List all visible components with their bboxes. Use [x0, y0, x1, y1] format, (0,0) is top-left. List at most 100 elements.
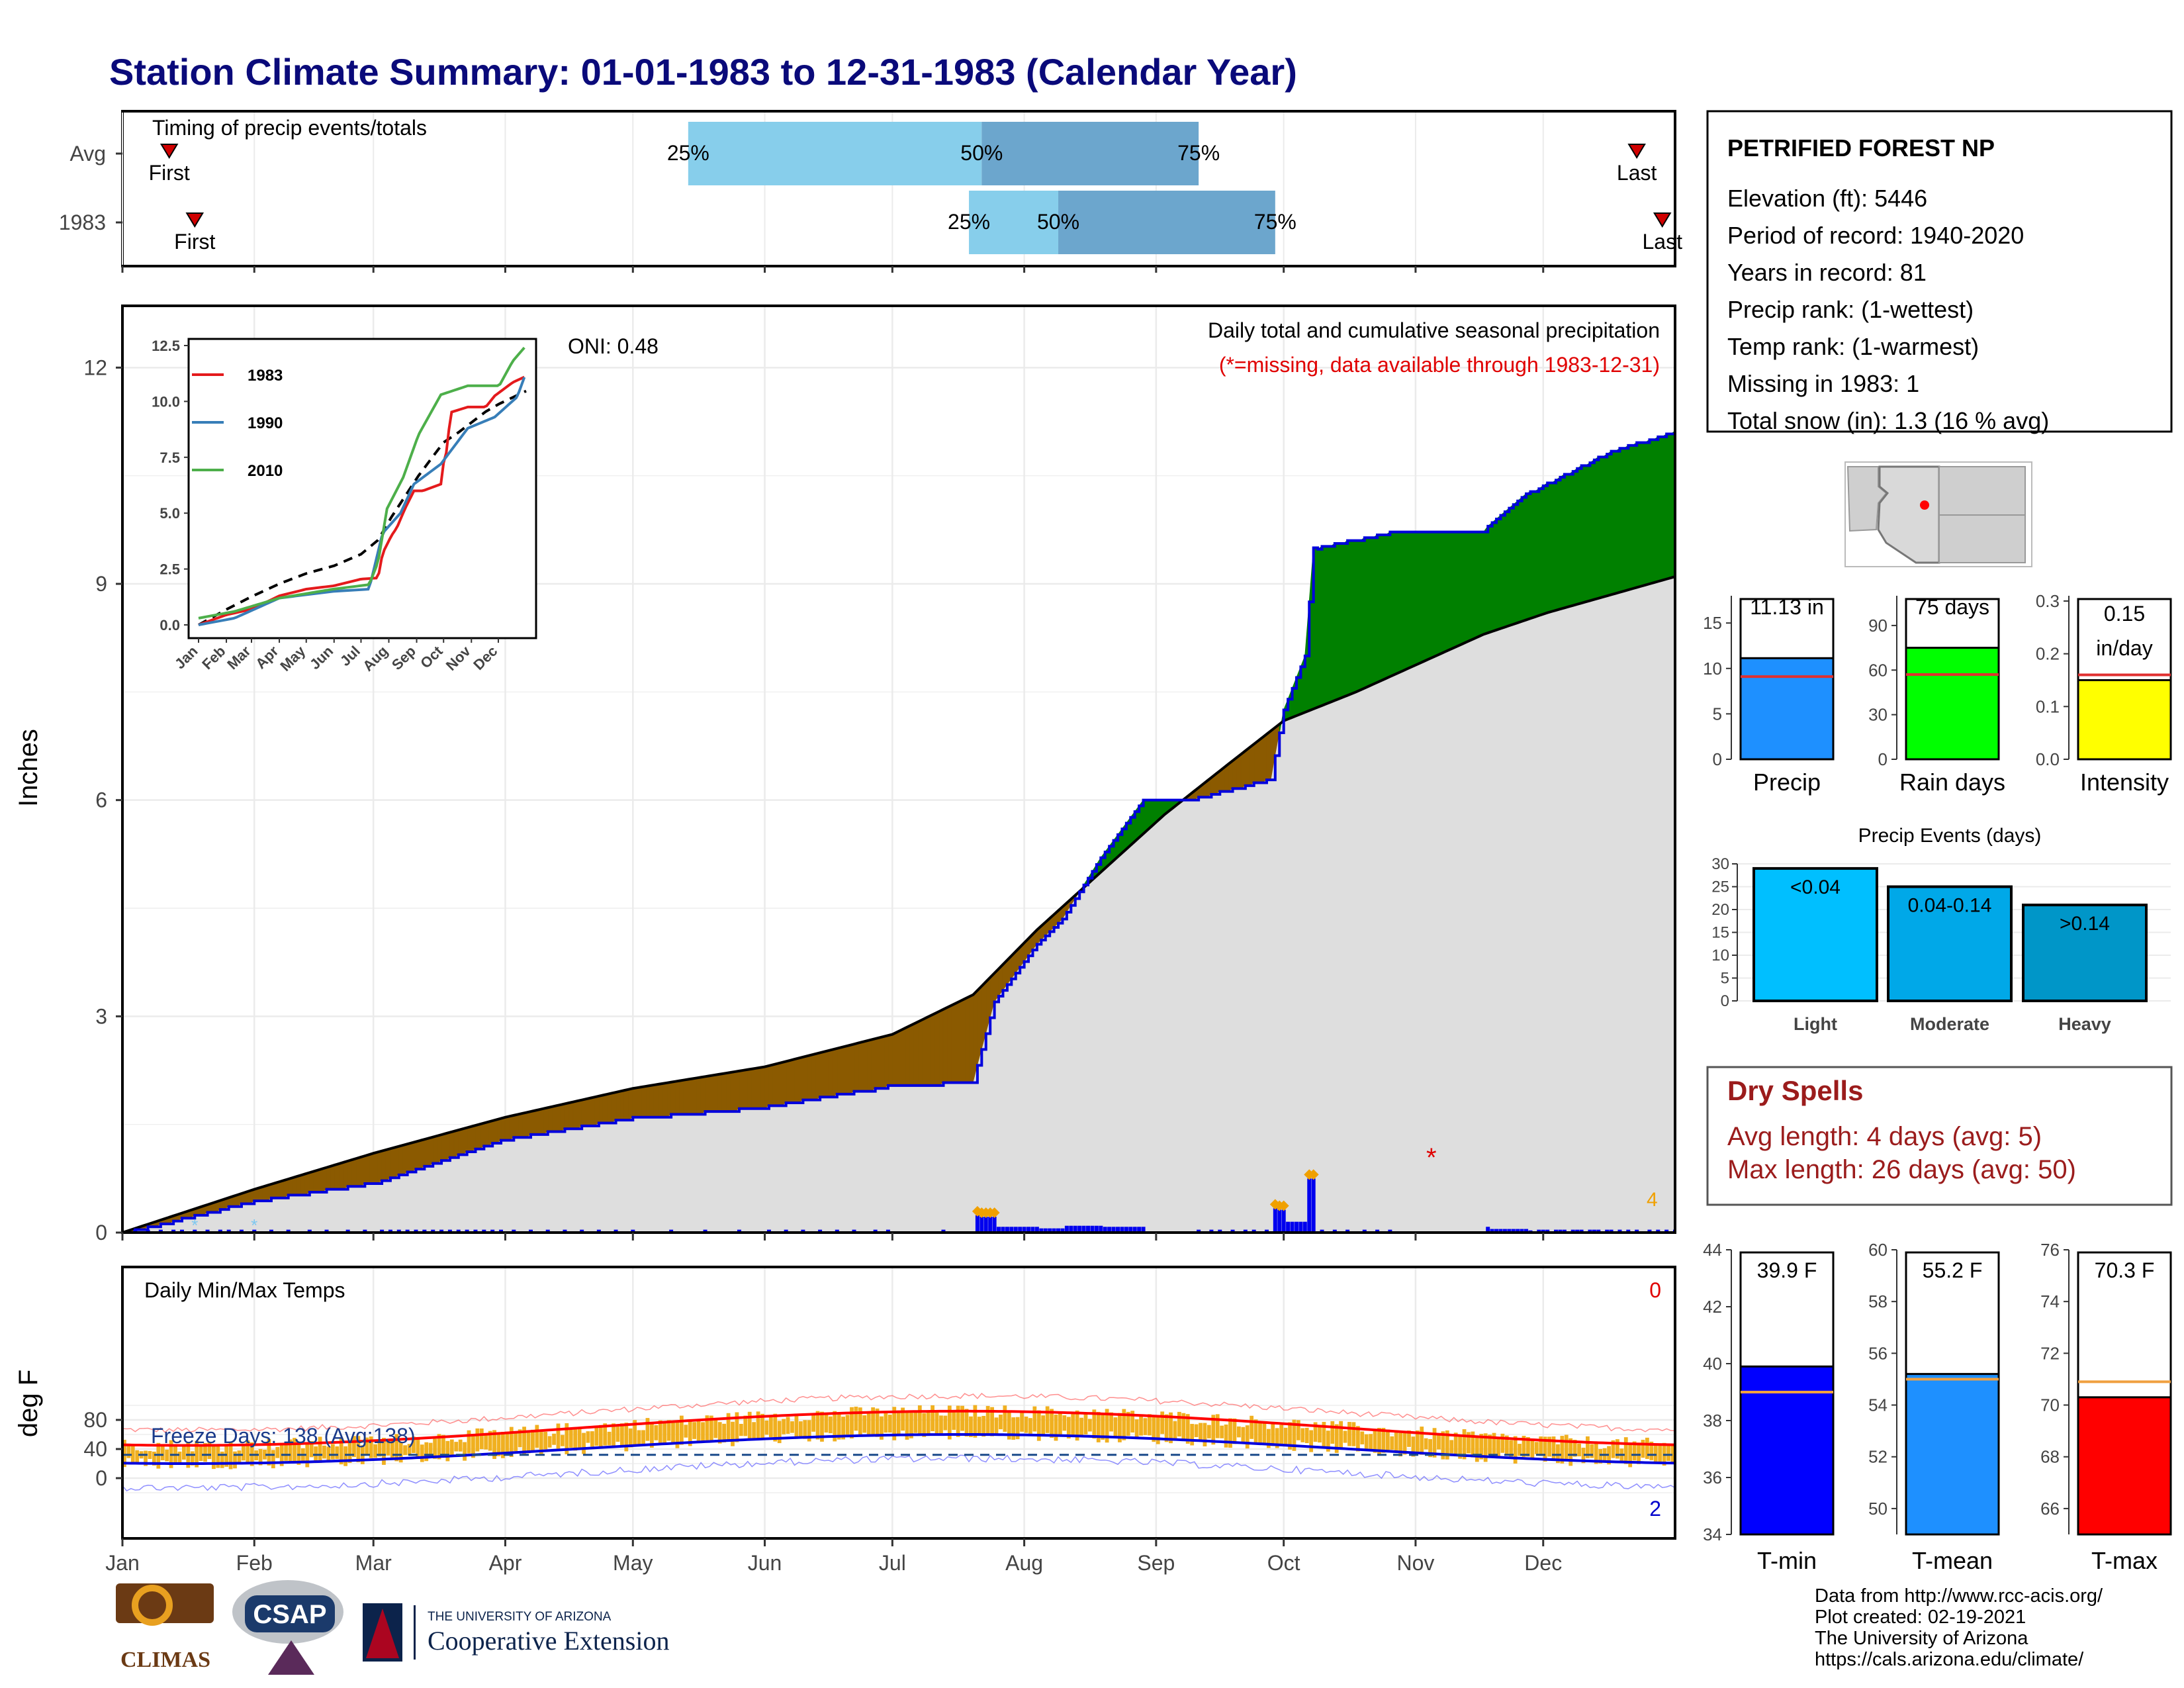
daily-temp-bar [1173, 1421, 1177, 1439]
daily-temp-bar [1211, 1415, 1216, 1445]
daily-temp-bar [565, 1423, 569, 1454]
daily-temp-bar [773, 1413, 778, 1442]
map-state-west [1846, 466, 1888, 532]
daily-temp-bar [322, 1445, 326, 1459]
precip-anomaly-fill [547, 1106, 553, 1133]
summary-bar-value: 11.13 in [1750, 595, 1824, 619]
avg-max-line [122, 1409, 1675, 1447]
daily-precip-bar [171, 1229, 176, 1233]
precip-anomaly-fill [1508, 504, 1514, 626]
daily-temp-bar [777, 1421, 782, 1444]
daily-precip-bar [1073, 1225, 1077, 1233]
daily-precip-bar [146, 1229, 150, 1233]
daily-temp-bar [641, 1430, 645, 1445]
daily-temp-bar [203, 1443, 207, 1462]
daily-precip-bar [545, 1229, 550, 1233]
daily-temp-bar [1134, 1419, 1139, 1439]
precip-anomaly-fill [326, 1165, 332, 1190]
daily-temp-bar [492, 1430, 496, 1460]
daily-temp-bar [1152, 1416, 1156, 1442]
station-location-dot [1920, 500, 1929, 510]
precip-anomaly-fill [917, 1019, 923, 1086]
daily-precip-bar [1298, 1221, 1303, 1233]
precip-anomaly-fill [688, 1078, 693, 1115]
precip-anomaly-fill [1381, 534, 1387, 681]
summary-bar-unit: in/day [2096, 636, 2152, 660]
daily-temp-bar [837, 1413, 841, 1440]
ua-logo: THE UNIVERSITY OF ARIZONA Cooperative Ex… [363, 1603, 669, 1662]
daily-precip-bar [405, 1229, 410, 1233]
precip-anomaly-fill [334, 1163, 340, 1190]
dry-spells-max: Max length: 26 days (avg: 50) [1727, 1155, 2076, 1184]
precip-anomaly-fill [1373, 534, 1378, 685]
daily-temp-bar [467, 1430, 471, 1454]
daily-precip-bar [1362, 1229, 1367, 1233]
daily-precip-bar [1005, 1227, 1009, 1233]
precip-anomaly-fill [781, 1060, 787, 1107]
month-tick-label: Dec [1524, 1551, 1562, 1575]
daily-temp-bar [922, 1413, 927, 1437]
daily-precip-bar [1516, 1229, 1520, 1233]
daily-temp-bar [233, 1451, 237, 1469]
daily-temp-bar [628, 1428, 633, 1448]
daily-precip-bar [1562, 1229, 1567, 1233]
daily-temp-bar [1228, 1418, 1232, 1448]
precip-anomaly-fill [1475, 532, 1480, 639]
daily-precip-bar [1022, 1227, 1026, 1233]
daily-precip-bar [801, 1229, 805, 1233]
daily-temp-bar [1236, 1426, 1241, 1438]
daily-temp-bar [1036, 1410, 1041, 1441]
daily-temp-bar [824, 1413, 829, 1433]
precip-anomaly-fill [934, 1011, 940, 1086]
summary-bars: 0 5 10 15 11.13 in Precip 0 30 60 90 75 days Rain d… [1703, 591, 2172, 796]
daily-precip-bar [596, 1229, 601, 1233]
precip-anomaly-fill [513, 1113, 519, 1138]
daily-temp-bar [717, 1422, 722, 1444]
precip-anomaly-fill [598, 1094, 604, 1123]
daily-precip-bar [1664, 1229, 1669, 1233]
tempbar-T-min [1739, 1365, 1835, 1536]
daily-temp-bar [679, 1415, 684, 1445]
events-bar-range: 0.04-0.14 [1908, 895, 1992, 917]
daily-temp-bar [1279, 1425, 1284, 1446]
precip-anomaly-fill [1266, 729, 1271, 780]
daily-temp-bar [1139, 1415, 1143, 1436]
precip-anomaly-fill [756, 1067, 761, 1109]
precip-anomaly-fill [760, 1066, 766, 1109]
precip-anomaly-fill [309, 1170, 314, 1193]
precip-anomaly-fill [1581, 465, 1586, 604]
daily-temp-bar [454, 1442, 459, 1452]
precip-anomaly-fill [475, 1123, 480, 1150]
precip-anomaly-fill [1632, 442, 1637, 589]
daily-precip-bar [456, 1229, 461, 1233]
precip-anomaly-fill [1522, 492, 1527, 622]
temp-y-tick-label: 80 [83, 1408, 107, 1432]
daily-temp-bar [990, 1407, 994, 1436]
climas-logo: CLIMAS [116, 1583, 214, 1672]
precip-anomaly-fill [628, 1088, 633, 1121]
precip-anomaly-fill [623, 1089, 629, 1121]
daily-precip-bar [703, 1229, 707, 1233]
daily-precip-bar [1579, 1229, 1584, 1233]
precip-anomaly-fill [798, 1056, 803, 1103]
tempbar-tick-label: 50 [1868, 1499, 1888, 1519]
daily-temp-bar [1181, 1413, 1186, 1441]
daily-temp-bar [1377, 1428, 1381, 1456]
daily-temp-bar [471, 1436, 475, 1458]
timing-percent-label: 50% [960, 141, 1003, 165]
summary-tick-label: 90 [1868, 616, 1888, 635]
daily-temp-bar [1164, 1414, 1169, 1442]
summary-bar-label: Intensity [2080, 769, 2169, 796]
precip-anomaly-fill [1602, 453, 1608, 598]
station-info-line: Temp rank: (1-warmest) [1727, 333, 1979, 360]
precip-anomaly-fill [849, 1043, 855, 1095]
temp-panel-label: Daily Min/Max Temps [144, 1278, 345, 1302]
precip-anomaly-fill [381, 1149, 387, 1182]
daily-temp-bar [1607, 1446, 1611, 1465]
daily-temp-bar [1079, 1417, 1083, 1436]
precip-anomaly-fill [607, 1092, 612, 1123]
daily-precip-bar [1545, 1229, 1550, 1233]
csap-badge [245, 1595, 335, 1632]
precip-anomaly-fill [415, 1140, 421, 1170]
precip-anomaly-fill [942, 1006, 948, 1084]
